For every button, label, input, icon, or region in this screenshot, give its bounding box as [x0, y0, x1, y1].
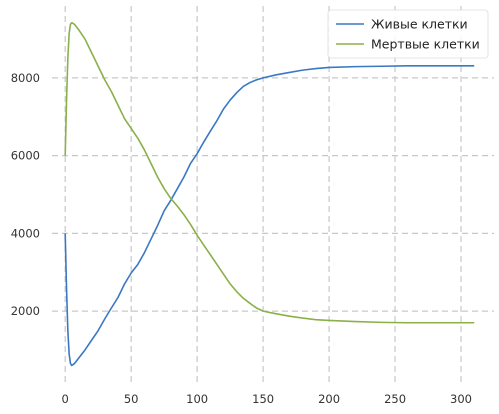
series-line-live-cells: [64, 65, 475, 367]
legend-label-dead: Мертвые клетки: [371, 37, 480, 52]
x-tick-label: 0: [62, 392, 69, 406]
y-tick-label: 2000: [11, 304, 40, 318]
series-line-dead-cells: [64, 21, 475, 324]
legend-box: [327, 9, 489, 59]
x-tick-label: 100: [186, 392, 208, 406]
y-tick-label: 6000: [11, 149, 40, 163]
y-axis-ticks: 2000 4000 6000 8000: [11, 71, 40, 318]
x-tick-label: 250: [384, 392, 406, 406]
y-tick-label: 8000: [11, 71, 40, 85]
x-tick-label: 300: [450, 392, 472, 406]
x-tick-label: 50: [124, 392, 139, 406]
x-axis-ticks: 0 50 100 150 200 250 300: [62, 392, 472, 406]
x-tick-label: 150: [252, 392, 274, 406]
series-layer: [64, 21, 475, 367]
legend: Живые клетки Мертвые клетки: [327, 9, 489, 59]
grid-lines: [52, 6, 494, 383]
y-tick-label: 4000: [11, 226, 40, 240]
legend-label-live: Живые клетки: [371, 17, 468, 32]
x-tick-label: 200: [318, 392, 340, 406]
